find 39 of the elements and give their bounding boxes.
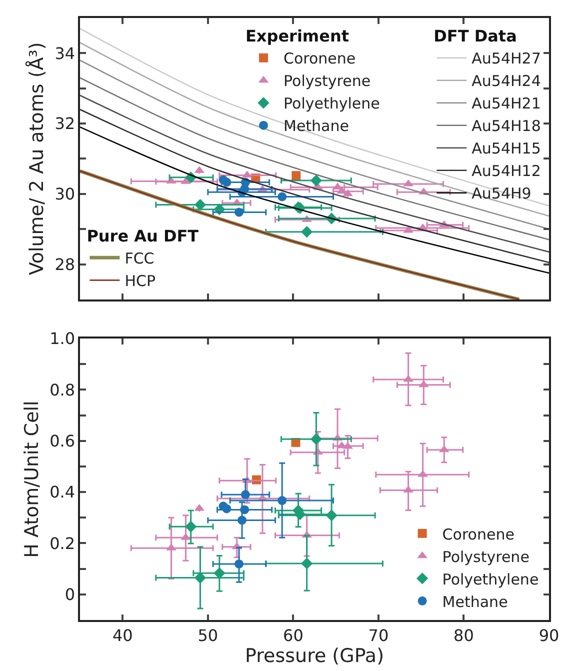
legend-label: Methane — [284, 117, 349, 136]
legend-label: Au54H18 — [472, 117, 541, 136]
legend-label: Au54H24 — [472, 72, 541, 90]
legend-label: Au54H15 — [472, 140, 541, 158]
y-tick-label: 28 — [54, 254, 76, 274]
legend-label: Au54H27 — [472, 50, 541, 68]
y-tick-label: 34 — [54, 44, 76, 63]
legend-title: DFT Data — [434, 26, 517, 46]
legend-label: FCC — [124, 250, 154, 268]
legend-label: Polystyrene — [284, 72, 371, 90]
x-tick-label: 90 — [538, 626, 560, 645]
legend-label: Au54H12 — [472, 162, 541, 180]
legend-label: Au54H9 — [472, 184, 532, 203]
legend-label: Methane — [442, 592, 508, 611]
y-axis-title: H Atom/Unit Cell — [20, 400, 43, 558]
legend-label: Au54H21 — [472, 94, 541, 113]
y-tick-label: 0.8 — [50, 380, 76, 400]
legend-label: Polyethylene — [442, 570, 539, 588]
x-tick-label: 80 — [454, 626, 474, 645]
legend-title: Pure Au DFT — [86, 226, 199, 246]
legend-label: Polystyrene — [442, 548, 530, 566]
x-axis-title: Pressure (GPa) — [245, 644, 384, 667]
y-tick-label: 30 — [54, 184, 76, 204]
legend-label: HCP — [124, 272, 156, 290]
y-tick-label: 0 — [64, 585, 76, 604]
y-tick-label: 0.2 — [50, 534, 76, 553]
legend-label: Coronene — [442, 525, 514, 544]
x-tick-label: 50 — [198, 626, 218, 645]
y-tick-label: 0.6 — [50, 432, 76, 451]
y-tick-label: 32 — [54, 114, 76, 134]
legend-label: Polyethylene — [284, 94, 380, 113]
x-tick-label: 40 — [112, 626, 133, 645]
x-tick-label: 60 — [283, 626, 304, 645]
y-tick-label: 0.4 — [50, 482, 76, 502]
legend-title: Experiment — [246, 26, 350, 46]
legend-label: Coronene — [284, 50, 356, 68]
y-tick-label: 1.0 — [50, 329, 76, 348]
x-tick-label: 70 — [368, 626, 389, 645]
y-axis-title: Volume/ 2 Au atoms (Å³) — [25, 42, 48, 276]
